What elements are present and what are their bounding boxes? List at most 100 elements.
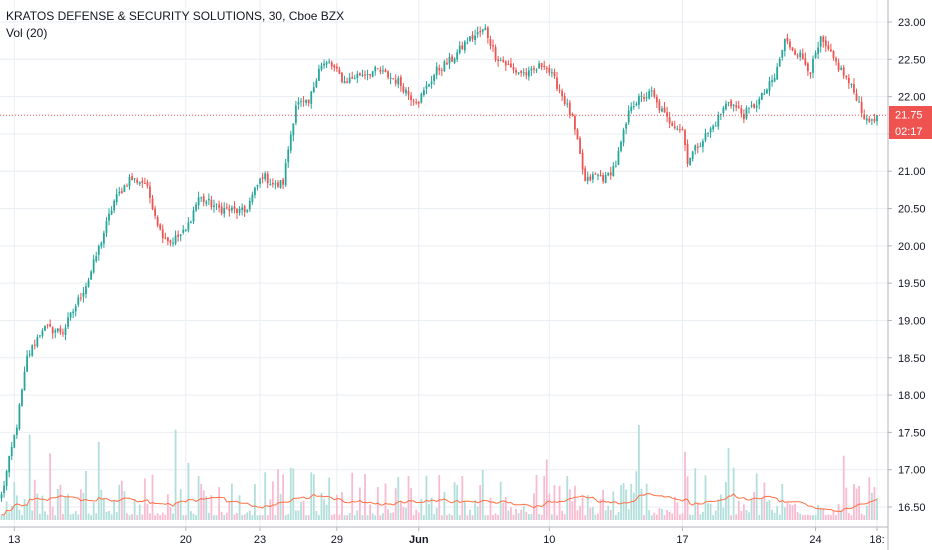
candle-body: [502, 60, 505, 63]
candle: [110, 206, 113, 216]
volume-bar: [85, 470, 87, 520]
candle: [187, 217, 190, 233]
symbol-title[interactable]: KRATOS DEFENSE & SECURITY SOLUTIONS, 30,…: [6, 9, 345, 23]
candle-body: [443, 61, 446, 72]
candle: [108, 208, 110, 226]
candle: [853, 78, 855, 95]
candle-body: [533, 68, 535, 70]
candle-body: [110, 210, 113, 215]
volume-bar: [742, 504, 745, 520]
candle-body: [312, 87, 315, 93]
volume-bar: [438, 474, 441, 520]
candle-body: [571, 114, 574, 116]
candle-body: [471, 35, 474, 40]
candle: [287, 146, 290, 168]
candle: [387, 70, 389, 80]
candle: [515, 67, 517, 76]
candle-body: [36, 337, 39, 347]
y-tick-label: 18.00: [898, 390, 926, 402]
candle-body: [200, 197, 203, 199]
candle: [74, 303, 77, 317]
candle: [143, 177, 146, 184]
candle-body: [440, 70, 443, 72]
volume-indicator-label[interactable]: Vol (20): [6, 26, 48, 40]
candle-body: [149, 186, 151, 198]
candle: [184, 228, 187, 232]
last-price-text: 21.75: [895, 110, 923, 122]
volume-bar: [402, 507, 405, 520]
volume-bar: [594, 514, 597, 520]
candle-body: [51, 327, 54, 334]
candle-body: [364, 74, 366, 76]
candle: [766, 88, 768, 94]
volume-bar: [492, 515, 494, 520]
candle: [87, 277, 90, 288]
candle-body: [353, 78, 356, 80]
volume-bar: [95, 513, 98, 520]
candle-body: [82, 292, 85, 297]
candle: [405, 87, 407, 96]
candle: [556, 71, 558, 92]
candle: [44, 325, 46, 332]
candle-body: [271, 182, 274, 185]
candle-body: [589, 176, 592, 181]
candle: [684, 128, 686, 151]
candle-body: [632, 106, 635, 108]
volume-bar: [725, 481, 727, 520]
time-axis[interactable]: 13 20 23 29 Jun 10 17 24 18:: [8, 527, 885, 546]
candle-body: [750, 105, 753, 107]
candle-body: [873, 118, 876, 122]
candle-body: [553, 71, 556, 77]
volume-bar: [167, 494, 169, 520]
candle: [15, 424, 18, 439]
volume-bar: [410, 488, 412, 520]
y-tick-label: 17.00: [898, 465, 926, 477]
candle-body: [535, 69, 538, 71]
price-axis[interactable]: 16.50 17.00 17.50 18.00 18.50 19.00 19.50 20.00…: [888, 17, 926, 514]
volume-bar: [876, 497, 878, 520]
candle-body: [225, 207, 228, 209]
volume-bar: [868, 477, 871, 520]
candle-body: [195, 204, 197, 211]
candle: [612, 162, 615, 177]
candle-body: [581, 152, 584, 170]
candle: [346, 77, 348, 84]
candle: [259, 177, 261, 188]
candle: [750, 101, 753, 108]
volume-bar: [740, 510, 743, 520]
candle: [686, 139, 689, 168]
volume-bar: [837, 504, 840, 520]
candle-body: [653, 90, 656, 97]
candle-body: [417, 102, 420, 104]
candle-body: [492, 45, 494, 47]
candle-body: [256, 184, 259, 187]
candle-body: [387, 71, 389, 78]
volume-bar: [149, 513, 151, 520]
volume-bar: [284, 515, 287, 520]
candle-body: [842, 67, 845, 76]
volume-bar: [184, 515, 187, 520]
volume-bar: [719, 494, 722, 520]
candle-body: [576, 129, 579, 140]
volume-bar: [486, 515, 489, 520]
candle-body: [448, 56, 451, 64]
candle-body: [586, 177, 589, 181]
candle: [0, 491, 3, 502]
volume-bar: [271, 481, 274, 520]
chart-legend: KRATOS DEFENSE & SECURITY SOLUTIONS, 30,…: [6, 8, 344, 42]
candle-body: [783, 38, 786, 51]
volume-bar: [118, 484, 121, 520]
volume-bar: [330, 515, 333, 520]
candle-body: [640, 95, 643, 97]
volume-bar: [645, 483, 648, 520]
candle-body: [405, 89, 407, 94]
candle-body: [190, 221, 192, 223]
candle: [451, 54, 453, 62]
candle: [215, 203, 218, 211]
candle: [661, 105, 663, 113]
volume-bar: [430, 497, 433, 520]
candle: [51, 326, 54, 339]
y-tick-label: 22.50: [898, 54, 926, 66]
candle: [725, 100, 727, 111]
